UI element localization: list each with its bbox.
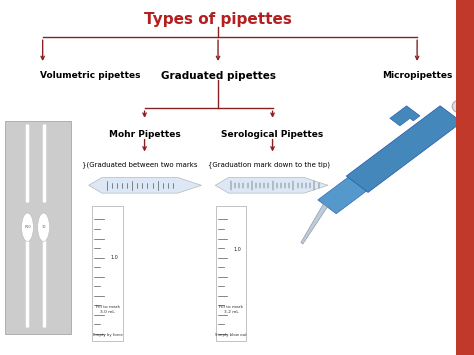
Text: }(Graduated between two marks: }(Graduated between two marks [82,162,198,168]
Polygon shape [89,178,201,193]
Text: Volumetric pipettes: Volumetric pipettes [40,71,141,80]
Text: {Graduation mark down to the tip): {Graduation mark down to the tip) [208,162,330,168]
Text: Micropipettes: Micropipettes [382,71,452,80]
Text: Serological Pipettes: Serological Pipettes [221,130,324,138]
Polygon shape [390,106,420,126]
Text: Fill to mark
3.2 mL: Fill to mark 3.2 mL [219,305,243,314]
Text: 10: 10 [41,225,46,229]
Text: Graduated pipettes: Graduated pipettes [161,71,275,81]
Text: P10: P10 [24,225,31,229]
Bar [92,206,123,341]
Text: 1.0: 1.0 [110,255,118,260]
Polygon shape [215,178,328,193]
Text: Types of pipettes: Types of pipettes [144,12,292,27]
Bar [216,206,246,341]
Ellipse shape [37,213,49,241]
Polygon shape [301,204,328,244]
Polygon shape [346,106,462,192]
Text: Mohr Pipettes: Mohr Pipettes [109,130,181,138]
Text: Fill to mark
3.0 mL: Fill to mark 3.0 mL [96,305,120,314]
Bar [5,121,71,334]
Ellipse shape [22,213,33,241]
Polygon shape [318,178,366,214]
Ellipse shape [452,100,470,113]
Text: 1.0: 1.0 [233,247,241,252]
Text: Simply blow out: Simply blow out [215,333,247,337]
Bar [456,0,474,355]
Text: Empty by force: Empty by force [93,333,123,337]
